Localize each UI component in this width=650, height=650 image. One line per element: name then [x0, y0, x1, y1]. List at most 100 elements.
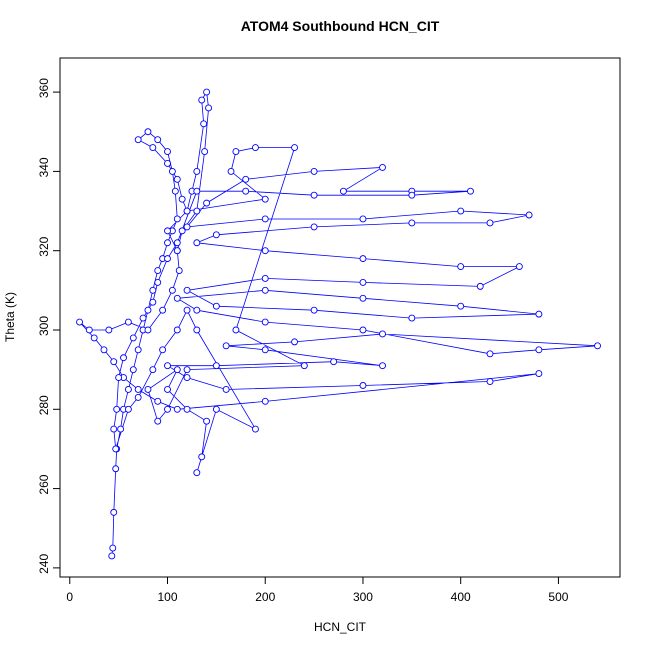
point: [149, 298, 157, 306]
point: [212, 302, 220, 310]
point: [359, 382, 367, 389]
point: [90, 334, 98, 342]
y-tick-label: 320: [37, 236, 51, 256]
point: [183, 405, 191, 413]
point: [164, 362, 171, 370]
point: [110, 508, 118, 516]
point: [193, 326, 201, 334]
point: [261, 397, 269, 405]
point: [198, 453, 206, 461]
point: [261, 247, 269, 255]
y-tick-label: 240: [37, 554, 51, 574]
point: [535, 346, 543, 354]
point: [242, 175, 250, 183]
point: [457, 302, 465, 310]
point: [149, 286, 157, 294]
point: [252, 425, 259, 433]
point: [129, 334, 137, 342]
point: [198, 96, 206, 104]
point: [310, 191, 318, 199]
point: [261, 318, 269, 326]
point: [168, 167, 176, 175]
point: [212, 405, 220, 413]
point: [200, 120, 208, 128]
point: [525, 211, 533, 219]
point: [154, 267, 162, 274]
point: [379, 163, 386, 171]
point: [129, 366, 137, 374]
point: [261, 286, 269, 294]
point: [117, 425, 125, 433]
point: [159, 306, 167, 314]
point: [193, 207, 201, 215]
point: [183, 366, 191, 374]
point: [178, 227, 186, 235]
point: [134, 346, 142, 354]
point: [310, 167, 318, 175]
point: [154, 417, 162, 425]
point: [134, 393, 142, 401]
point: [535, 310, 543, 318]
point: [300, 362, 308, 370]
point: [222, 386, 230, 393]
point: [108, 552, 116, 560]
point: [149, 366, 157, 374]
point: [164, 227, 171, 235]
point: [164, 405, 171, 413]
point: [261, 215, 269, 223]
y-tick-label: 340: [37, 157, 51, 177]
point: [212, 362, 220, 370]
point: [291, 338, 299, 346]
point: [467, 187, 474, 195]
point: [232, 326, 240, 334]
point: [173, 239, 181, 247]
point: [149, 144, 157, 152]
y-tick-label: 280: [37, 395, 51, 415]
y-axis-label: Theta (K): [3, 292, 17, 342]
y-tick-label: 300: [37, 316, 51, 336]
point: [310, 306, 318, 314]
point: [76, 318, 83, 326]
point: [359, 278, 367, 286]
point: [173, 175, 181, 183]
point: [105, 326, 113, 334]
point: [164, 148, 171, 156]
point: [515, 263, 523, 271]
point: [164, 255, 171, 263]
point: [175, 267, 183, 274]
point: [164, 239, 171, 247]
point: [203, 417, 211, 425]
point: [232, 148, 240, 156]
point: [252, 144, 259, 152]
point: [144, 386, 152, 393]
point: [476, 282, 484, 290]
point: [154, 136, 162, 144]
point: [183, 286, 191, 294]
point: [205, 104, 213, 112]
x-tick-label: 400: [451, 590, 471, 604]
point: [457, 207, 465, 215]
point: [134, 136, 142, 144]
x-tick-label: 500: [548, 590, 568, 604]
point: [124, 318, 132, 326]
point: [212, 231, 220, 239]
x-tick-label: 200: [255, 590, 275, 604]
point: [183, 306, 191, 314]
x-tick-label: 100: [157, 590, 177, 604]
point: [154, 278, 162, 286]
y-tick-label: 360: [37, 78, 51, 98]
point: [183, 223, 191, 231]
point: [154, 397, 162, 405]
point: [124, 386, 132, 393]
point: [173, 294, 181, 302]
point: [183, 374, 191, 382]
point: [457, 263, 465, 271]
point: [113, 405, 121, 413]
point: [173, 247, 181, 255]
point: [124, 405, 132, 413]
point: [486, 219, 494, 227]
point: [183, 207, 191, 215]
point: [120, 354, 127, 362]
point: [144, 306, 152, 314]
